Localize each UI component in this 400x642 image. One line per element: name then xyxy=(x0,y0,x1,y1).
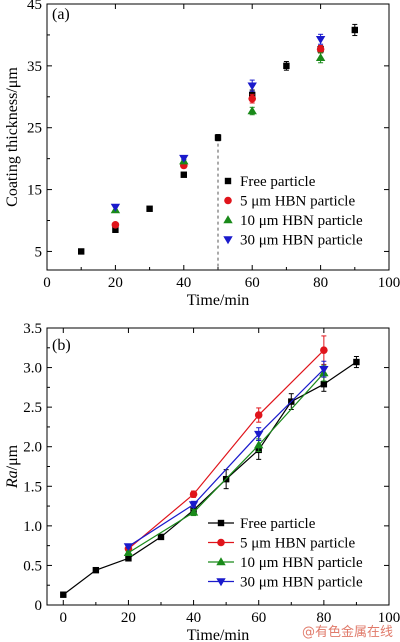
data-point xyxy=(125,555,132,562)
y-axis-title: Ra/μm xyxy=(4,444,21,489)
data-point xyxy=(110,203,121,212)
x-tick-label: 0 xyxy=(60,610,68,626)
legend-label: Free particle xyxy=(240,516,316,532)
legend-marker xyxy=(217,519,225,527)
y-tick-label: 1.0 xyxy=(23,519,42,535)
legend-marker xyxy=(216,557,226,566)
data-point xyxy=(123,543,134,552)
y-tick-label: 15 xyxy=(27,183,42,199)
data-point xyxy=(146,205,153,212)
x-tick-label: 0 xyxy=(43,275,51,291)
x-tick-label: 20 xyxy=(108,275,123,291)
legend-marker xyxy=(224,177,232,185)
legend-label: 30 μm HBN particle xyxy=(240,575,363,591)
data-point xyxy=(188,507,199,516)
series-line xyxy=(62,361,357,596)
data-point xyxy=(351,26,358,34)
series-hbn10 xyxy=(123,364,329,556)
legend: Free particle 5 μm HBN particle 10 μm HBN … xyxy=(208,516,363,591)
y-tick-label: 35 xyxy=(27,59,42,75)
data-point xyxy=(254,430,264,439)
data-point xyxy=(315,36,326,44)
data-point xyxy=(283,62,290,70)
y-tick-label: 45 xyxy=(27,0,42,13)
legend-label: 5 μm HBN particle xyxy=(240,536,355,552)
series-hbn5 xyxy=(124,335,328,553)
data-point xyxy=(179,154,189,163)
data-point xyxy=(92,566,100,574)
data-point xyxy=(214,134,222,141)
panel-b-roughness-chart: 0 20 40 60 80 100 0 0.5 1.0 1.5 2.0 2.5 3.0 3.5 Time/m… xyxy=(4,321,400,642)
x-tick-label: 80 xyxy=(316,610,331,626)
x-tick-label: 100 xyxy=(378,610,400,626)
data-point xyxy=(247,82,257,91)
x-tick-label: 40 xyxy=(176,275,191,291)
x-axis-title: Time/min xyxy=(187,627,250,642)
x-tick-label: 60 xyxy=(245,275,260,291)
panel-label: (a) xyxy=(52,6,70,23)
data-point xyxy=(247,106,257,115)
x-tick-label: 40 xyxy=(186,610,201,626)
data-point xyxy=(123,548,134,556)
y-tick-label: 3.5 xyxy=(23,321,42,337)
legend-label: Free particle xyxy=(240,174,316,190)
legend-label: 30 μm HBN particle xyxy=(240,233,363,249)
data-point xyxy=(60,591,67,598)
x-tick-label: 100 xyxy=(378,275,400,291)
data-point xyxy=(157,533,165,541)
legend-label: 5 μm HBN particle xyxy=(240,194,355,210)
data-point xyxy=(353,358,360,366)
series-line xyxy=(128,368,325,547)
legend: Free particle 5 μm HBN particle 10 μm HBN … xyxy=(223,174,363,249)
data-point xyxy=(320,380,328,388)
data-point xyxy=(316,45,325,53)
data-point xyxy=(254,440,264,449)
y-tick-label: 5 xyxy=(35,244,43,260)
x-tick-label: 60 xyxy=(251,610,266,626)
series-hbn30 xyxy=(110,33,326,212)
x-axis-title: Time/min xyxy=(187,292,250,309)
legend-marker xyxy=(217,538,225,547)
data-point xyxy=(188,501,199,510)
series-line xyxy=(128,372,325,554)
legend-marker xyxy=(223,215,233,224)
y-tick-label: 1.5 xyxy=(23,479,42,495)
data-point xyxy=(78,248,85,255)
panel-label: (b) xyxy=(52,337,71,354)
y-tick-label: 25 xyxy=(27,121,42,137)
legend-marker xyxy=(224,196,232,205)
y-tick-label: 0 xyxy=(35,598,43,614)
series-hbn30 xyxy=(123,360,329,552)
x-tick-label: 80 xyxy=(313,275,328,291)
data-point xyxy=(189,490,198,499)
x-tick-label: 20 xyxy=(121,610,136,626)
data-point xyxy=(319,365,329,374)
y-tick-label: 0.5 xyxy=(23,558,42,574)
data-point xyxy=(112,226,119,233)
data-point xyxy=(320,346,328,354)
watermark-text: @有色金属在线 xyxy=(302,624,393,640)
y-axis-title: Coating thickness/μm xyxy=(4,67,21,207)
data-point xyxy=(315,53,326,62)
y-tick-label: 3.0 xyxy=(23,361,42,377)
legend-marker xyxy=(223,236,233,245)
data-point xyxy=(111,221,120,229)
y-tick-label: 2.0 xyxy=(23,440,42,456)
data-point xyxy=(180,171,187,178)
data-point xyxy=(254,411,263,419)
data-point xyxy=(248,94,256,103)
legend-label: 10 μm HBN particle xyxy=(240,213,363,229)
legend-label: 10 μm HBN particle xyxy=(240,555,363,571)
legend-marker xyxy=(216,578,226,587)
panel-a-thickness-chart: 0 20 40 60 80 100 5 15 25 35 45 Time/min Coating thi… xyxy=(4,0,400,309)
y-tick-label: 2.5 xyxy=(23,400,42,416)
series-free xyxy=(60,355,360,598)
series-line xyxy=(128,349,325,550)
